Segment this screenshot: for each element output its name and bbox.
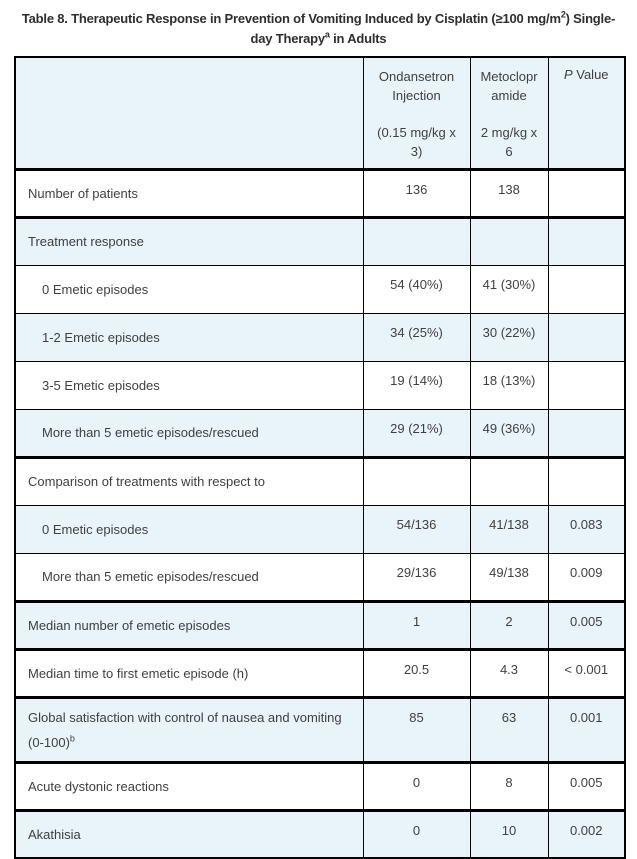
ondansetron-name: Ondansetron Injection [378, 69, 455, 103]
title-text-2: ) Single- [565, 11, 616, 26]
table-title: Table 8. Therapeutic Response in Prevent… [6, 9, 631, 49]
p-value [547, 167, 626, 218]
ondansetron-value [362, 455, 471, 506]
p-value-rest: Value [576, 67, 609, 82]
ondansetron-value [362, 215, 471, 266]
metoclopramide-value: 2 [469, 599, 549, 650]
header-metoclopramide: Metoclopramide 2 mg/kg x 6 [469, 56, 549, 170]
metoclopramide-value: 8 [469, 760, 549, 811]
row-label-text: Global satisfaction with control of naus… [28, 709, 342, 750]
ondansetron-value: 54/136 [362, 504, 471, 554]
ondansetron-value: 1 [362, 599, 471, 650]
table-row-0-emetic-episodes: 0 Emetic episodes 54 (40%) 41 (30%) [14, 264, 626, 314]
title-superscript-2: 2 [560, 9, 566, 20]
p-value [547, 455, 626, 506]
header-ondansetron: Ondansetron Injection (0.15 mg/kg x 3) [362, 56, 471, 170]
p-value [547, 360, 626, 410]
title-footnote-a: a [324, 29, 330, 40]
row-label: Treatment response [14, 215, 364, 266]
table-row-median-time-first-episode: Median time to first emetic episode (h) … [14, 647, 626, 698]
row-label: More than 5 emetic episodes/rescued [14, 552, 364, 602]
row-label: Median time to first emetic episode (h) [14, 647, 364, 698]
metoclopramide-value: 10 [469, 808, 549, 859]
row-label: Akathisia [14, 808, 364, 859]
row-label: More than 5 emetic episodes/rescued [14, 408, 364, 458]
ondansetron-value: 136 [362, 167, 471, 218]
metoclopramide-value: 138 [469, 167, 549, 218]
metoclopramide-dose: 2 mg/kg x 6 [480, 125, 538, 159]
table-row-acute-dystonic-reactions: Acute dystonic reactions 0 8 0.005 [14, 760, 626, 811]
p-value [547, 312, 626, 362]
metoclopramide-name: Metoclopramide [480, 69, 538, 103]
ondansetron-value: 85 [362, 695, 471, 763]
row-label: Global satisfaction with control of naus… [14, 695, 364, 763]
title-text-1: Table 8. Therapeutic Response in Prevent… [21, 11, 561, 26]
p-value: 0.005 [547, 760, 626, 811]
table-row-median-number-episodes: Median number of emetic episodes 1 2 0.0… [14, 599, 626, 650]
header-p-value: P Value [547, 56, 626, 170]
table-row-akathisia: Akathisia 0 10 0.002 [14, 808, 626, 859]
table-row-comparison-more-than-5: More than 5 emetic episodes/rescued 29/1… [14, 552, 626, 602]
row-label: Number of patients [14, 167, 364, 218]
row-label: 1-2 Emetic episodes [14, 312, 364, 362]
p-value [547, 408, 626, 458]
metoclopramide-value: 30 (22%) [469, 312, 549, 362]
p-value: 0.083 [547, 504, 626, 554]
row-label: Median number of emetic episodes [14, 599, 364, 650]
p-value: 0.001 [547, 695, 626, 763]
p-value-italic: P [563, 67, 573, 82]
ondansetron-value: 29/136 [362, 552, 471, 602]
table-row-comparison-of-treatments: Comparison of treatments with respect to [14, 455, 626, 506]
metoclopramide-value [469, 215, 549, 266]
metoclopramide-value [469, 455, 549, 506]
row-label: 0 Emetic episodes [14, 264, 364, 314]
p-value: 0.002 [547, 808, 626, 859]
table-row-treatment-response: Treatment response [14, 215, 626, 266]
header-row-label-cell [14, 56, 364, 170]
row-label: Acute dystonic reactions [14, 760, 364, 811]
p-value [547, 215, 626, 266]
title-text-3: day Therapy [250, 31, 326, 46]
row-label: 3-5 Emetic episodes [14, 360, 364, 410]
footnote-b: b [69, 733, 75, 744]
ondansetron-value: 19 (14%) [362, 360, 471, 410]
row-label: 0 Emetic episodes [14, 504, 364, 554]
metoclopramide-value: 49 (36%) [469, 408, 549, 458]
ondansetron-value: 0 [362, 760, 471, 811]
table-row-comparison-0-emetic: 0 Emetic episodes 54/136 41/138 0.083 [14, 504, 626, 554]
ondansetron-value: 29 (21%) [362, 408, 471, 458]
metoclopramide-value: 41/138 [469, 504, 549, 554]
ondansetron-value: 54 (40%) [362, 264, 471, 314]
p-value: 0.009 [547, 552, 626, 602]
title-text-4: in Adults [329, 31, 387, 46]
p-value: 0.005 [547, 599, 626, 650]
metoclopramide-value: 49/138 [469, 552, 549, 602]
ondansetron-value: 20.5 [362, 647, 471, 698]
table-row-1-2-emetic-episodes: 1-2 Emetic episodes 34 (25%) 30 (22%) [14, 312, 626, 362]
therapeutic-response-table: Ondansetron Injection (0.15 mg/kg x 3) M… [14, 56, 626, 859]
metoclopramide-value: 4.3 [469, 647, 549, 698]
ondansetron-dose: (0.15 mg/kg x 3) [377, 125, 456, 159]
row-label: Comparison of treatments with respect to [14, 455, 364, 506]
table-row-global-satisfaction: Global satisfaction with control of naus… [14, 695, 626, 763]
p-value: < 0.001 [547, 647, 626, 698]
ondansetron-value: 34 (25%) [362, 312, 471, 362]
p-value [547, 264, 626, 314]
ondansetron-value: 0 [362, 808, 471, 859]
metoclopramide-value: 18 (13%) [469, 360, 549, 410]
table-row-more-than-5-rescued: More than 5 emetic episodes/rescued 29 (… [14, 408, 626, 458]
table-row-number-of-patients: Number of patients 136 138 [14, 167, 626, 218]
header-row: Ondansetron Injection (0.15 mg/kg x 3) M… [14, 56, 626, 170]
metoclopramide-value: 63 [469, 695, 549, 763]
metoclopramide-value: 41 (30%) [469, 264, 549, 314]
table-row-3-5-emetic-episodes: 3-5 Emetic episodes 19 (14%) 18 (13%) [14, 360, 626, 410]
